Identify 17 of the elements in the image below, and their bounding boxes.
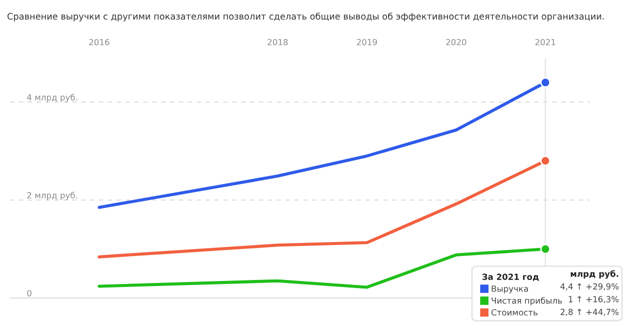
y-tick-label: 2 млрд руб.: [27, 192, 78, 200]
y-tick-label: 0: [27, 290, 32, 296]
x-tick-label: 2020: [446, 38, 466, 46]
legend-label: Стоимость: [491, 309, 538, 316]
legend-title: За 2021 год: [482, 274, 539, 281]
y-tick-label: 4 млрд руб.: [27, 94, 78, 102]
x-tick-label: 2019: [356, 38, 377, 46]
x-tick-label: 2016: [89, 38, 110, 46]
legend-label: Выручка: [492, 286, 528, 294]
x-tick-label: 2018: [268, 38, 288, 46]
chart-title: Сравнение выручки с другими показателями позволит сделать общие выводы об эффективности деятельности организации.: [8, 12, 604, 22]
text: 2,8 ↑ +44,7%: [560, 308, 619, 316]
annotation: млрд руб.: [570, 270, 618, 279]
legend-label: Чистая прибыль: [492, 297, 562, 306]
x-tick-label: 2021: [535, 38, 556, 46]
annotation: 4,4 ↑ +29,9%: [560, 283, 619, 290]
annotation: 1 ↑ +16,3%: [568, 296, 619, 304]
